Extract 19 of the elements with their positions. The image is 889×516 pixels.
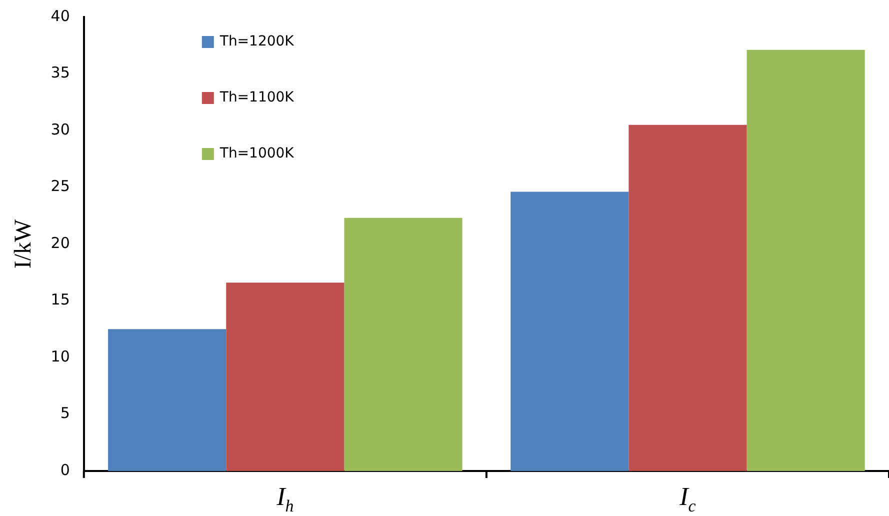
legend-label: Th=1200K xyxy=(218,34,295,50)
y-tick-label: 0 xyxy=(60,460,70,479)
bar xyxy=(628,124,747,471)
y-axis-title: I/kW xyxy=(10,218,37,269)
y-tick-label: 20 xyxy=(50,234,70,252)
bar xyxy=(108,329,226,471)
y-tick-label: 5 xyxy=(60,404,70,422)
y-tick-label: 10 xyxy=(50,347,70,366)
bar xyxy=(226,282,344,471)
y-tick-label: 35 xyxy=(50,64,70,82)
y-tick-label: 30 xyxy=(50,120,70,138)
bar xyxy=(510,192,629,471)
bar xyxy=(746,50,865,471)
y-tick-label: 15 xyxy=(50,290,70,309)
legend-label: Th=1100K xyxy=(218,90,295,106)
y-tick-label: 40 xyxy=(50,6,70,25)
legend-label: Th=1000K xyxy=(218,146,295,162)
bar xyxy=(344,218,462,471)
y-tick-label: 25 xyxy=(50,177,70,196)
